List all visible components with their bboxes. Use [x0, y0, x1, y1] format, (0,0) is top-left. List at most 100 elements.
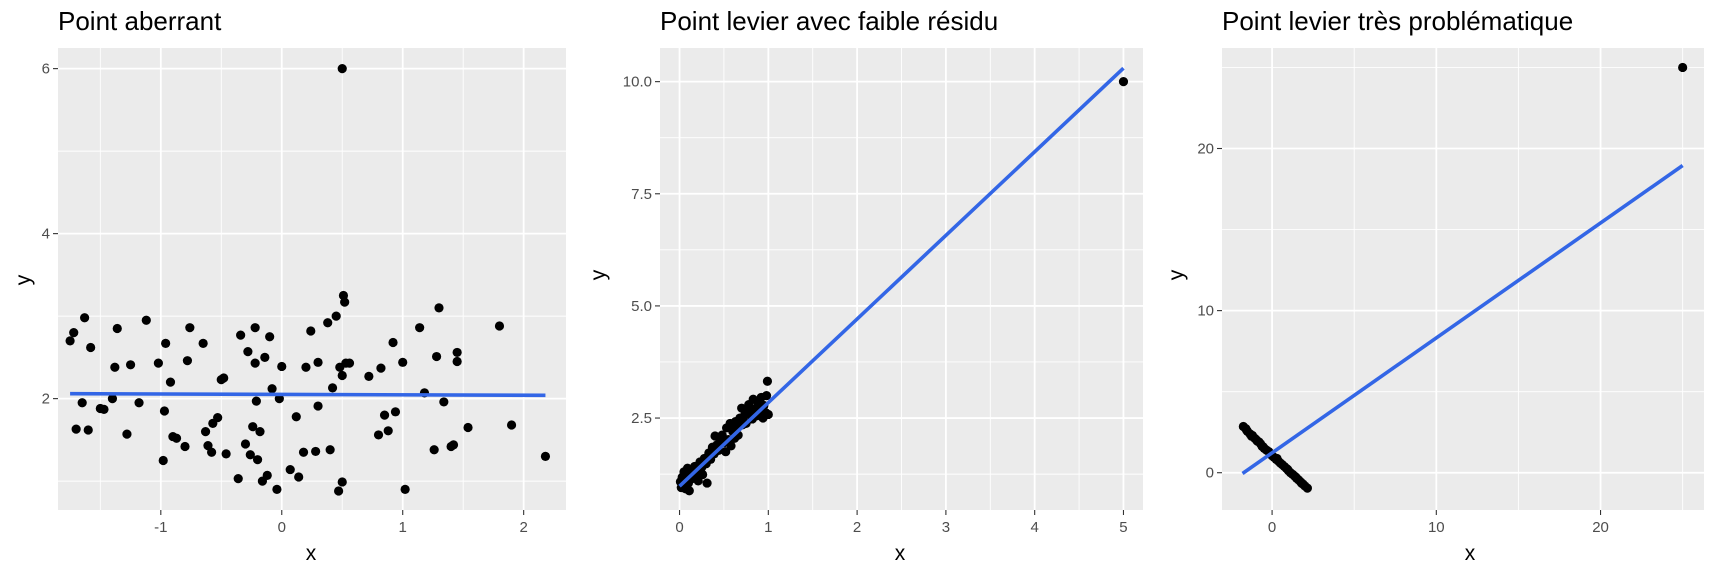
plot-area: 0 1 2 3 4 5 2.5 5.0 7.5 10.0 — [623, 48, 1143, 536]
data-point — [364, 371, 374, 381]
data-point — [439, 397, 449, 407]
x-tick-label: 4 — [1031, 519, 1039, 536]
data-point — [158, 455, 168, 466]
data-point — [112, 323, 122, 334]
regression-line — [678, 66, 1125, 488]
data-point — [125, 360, 136, 370]
data-point — [540, 451, 551, 461]
data-point — [344, 358, 355, 368]
data-point — [141, 315, 151, 325]
data-point — [171, 433, 182, 443]
panel-background — [58, 48, 566, 510]
data-point — [99, 404, 109, 414]
data-point — [301, 362, 311, 372]
x-tick-label: 20 — [1592, 519, 1609, 536]
data-point — [376, 363, 386, 373]
data-point — [159, 406, 170, 416]
y-tick-label: 20 — [1197, 141, 1214, 158]
data-point — [122, 429, 132, 439]
x-tick-label: 2 — [853, 519, 861, 536]
data-point — [219, 373, 229, 383]
data-point — [285, 464, 295, 475]
data-point — [1283, 464, 1293, 475]
y-tick-label: 2.5 — [631, 410, 652, 427]
plot-area: -1 0 1 2 2 4 6 — [42, 48, 566, 536]
data-point — [240, 439, 251, 449]
data-point — [763, 409, 773, 420]
data-point — [107, 394, 118, 404]
data-point — [379, 410, 390, 420]
panel-point-levier-tres-problematique: Point levier très problématique 0 10 20 0 10… — [1165, 6, 1704, 565]
data-point — [262, 470, 272, 480]
data-point — [272, 484, 282, 494]
data-point — [65, 336, 75, 346]
x-tick-label: 1 — [764, 519, 772, 536]
data-point — [313, 401, 323, 411]
x-tick-label: 0 — [278, 519, 286, 536]
data-point — [313, 357, 323, 367]
data-point — [306, 326, 316, 336]
data-point — [255, 427, 265, 437]
data-point — [248, 422, 258, 432]
data-point — [180, 441, 190, 452]
data-point — [415, 323, 425, 333]
x-tick-label: 5 — [1119, 519, 1127, 536]
data-point — [250, 358, 260, 368]
data-point — [1118, 77, 1129, 87]
data-point — [400, 484, 410, 494]
data-point — [721, 447, 731, 457]
panel-point-levier-faible-residu: Point levier avec faible résidu 0 1 2 3 4 5 2.… — [587, 6, 1143, 565]
data-point — [236, 330, 246, 340]
data-point — [398, 357, 408, 367]
data-point — [161, 338, 171, 348]
x-tick-label: 0 — [1268, 519, 1276, 536]
data-point — [331, 311, 341, 321]
x-tick-label: 10 — [1428, 519, 1445, 536]
data-point — [291, 412, 301, 422]
y-tick-label: 5.0 — [631, 298, 652, 315]
data-point — [383, 426, 393, 436]
data-point — [77, 398, 87, 408]
regression-line — [1241, 164, 1684, 476]
data-point — [69, 328, 79, 338]
data-point — [452, 356, 462, 367]
data-point — [390, 407, 401, 417]
panel-title: Point levier très problématique — [1222, 6, 1573, 36]
y-tick-label: 4 — [42, 226, 50, 243]
data-point — [251, 396, 261, 406]
x-axis-label: x — [1465, 542, 1476, 565]
data-point — [252, 455, 263, 465]
data-point — [86, 342, 96, 353]
data-point — [245, 450, 255, 460]
y-tick-label: 10.0 — [623, 74, 652, 91]
data-point — [337, 64, 347, 74]
y-tick-label: 10 — [1197, 303, 1214, 320]
data-point — [340, 297, 350, 307]
data-point — [250, 323, 260, 333]
data-point — [243, 347, 253, 357]
y-axis-label: y — [587, 269, 610, 280]
data-point — [153, 358, 163, 368]
data-point — [1678, 62, 1688, 73]
data-point — [298, 447, 309, 457]
data-point — [260, 352, 270, 362]
data-point — [267, 384, 277, 394]
data-point — [71, 424, 81, 434]
data-point — [463, 422, 473, 433]
plot-area: 0 10 20 0 10 20 — [1197, 48, 1704, 536]
panel-point-aberrant: Point aberrant -1 0 1 2 2 4 6 x y — [12, 6, 566, 565]
panel-background — [1222, 48, 1704, 510]
data-point — [684, 486, 694, 496]
data-point — [726, 441, 736, 451]
data-point — [494, 321, 505, 331]
regression-line — [70, 391, 546, 398]
data-point — [327, 383, 338, 393]
data-point — [334, 486, 344, 496]
data-point — [762, 376, 773, 386]
data-point — [448, 440, 459, 450]
data-point — [1258, 442, 1268, 452]
data-point — [213, 413, 223, 423]
x-axis-label: x — [306, 542, 317, 565]
data-point — [506, 420, 517, 430]
